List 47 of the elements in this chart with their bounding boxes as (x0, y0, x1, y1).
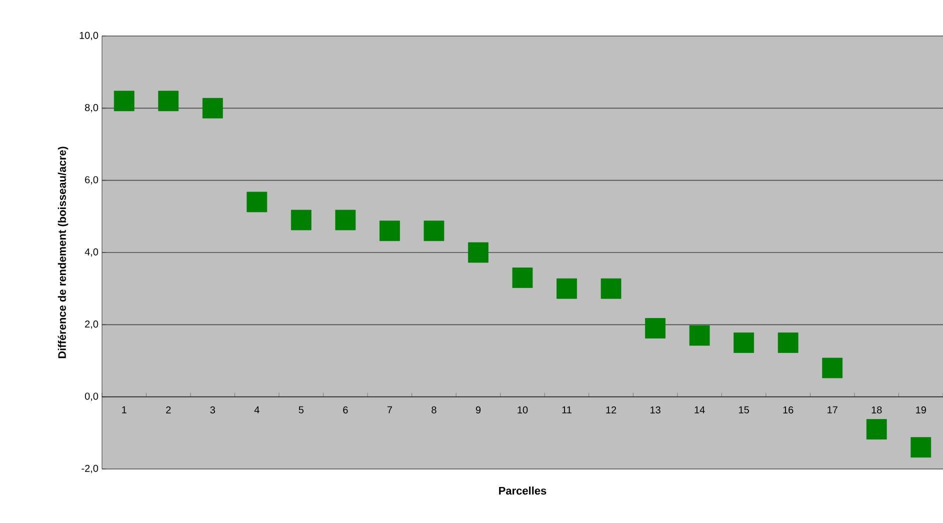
point (380, 220, 400, 242)
x-tick-label: 2 (166, 406, 171, 414)
point (600, 278, 622, 299)
point (468, 242, 488, 263)
x-tick-label: 4 (254, 406, 260, 414)
x-tick-label: 14 (694, 406, 705, 414)
x-tick-label: 10 (518, 406, 528, 414)
y-tick-label: -2,0 (82, 464, 98, 474)
y-tick-label: 0,0 (84, 392, 98, 401)
point (202, 98, 223, 118)
point (158, 90, 179, 112)
x-tick-label: 12 (606, 406, 616, 414)
point (734, 332, 754, 353)
point (512, 268, 533, 288)
point (114, 90, 134, 112)
point (335, 210, 356, 230)
x-tick-label: 6 (343, 406, 348, 414)
point (424, 220, 444, 242)
x-tick-label: 13 (650, 406, 660, 414)
point (246, 192, 268, 212)
x-tick-label: 9 (476, 406, 481, 414)
x-tick-label: 19 (916, 406, 926, 414)
point (689, 325, 710, 346)
x-tick-label: 16 (783, 406, 794, 414)
x-tick-label: 5 (298, 406, 304, 414)
x-tick-label: 18 (872, 406, 882, 414)
x-tick-label: 15 (739, 406, 749, 414)
y-tick-label: 8,0 (85, 104, 98, 112)
x-tick-label: 7 (387, 406, 392, 414)
y-tick-label: 10,0 (80, 32, 98, 40)
point (778, 332, 798, 353)
x-axis-title: Parcelles (499, 486, 546, 495)
x-tick-label: 8 (432, 406, 436, 414)
point (556, 278, 577, 299)
point (290, 210, 312, 230)
y-tick-label: 2,0 (85, 320, 98, 329)
x-tick-label: 17 (828, 406, 838, 414)
y-tick-label: 6,0 (85, 176, 98, 184)
x-tick-label: 11 (562, 406, 572, 414)
y-tick-label: 4,0 (84, 248, 98, 257)
point (910, 437, 932, 458)
y-axis-title: Différence de rendement (boisseau/acre) (58, 146, 68, 358)
point (645, 318, 666, 338)
point (822, 358, 843, 378)
x-tick-label: 3 (210, 406, 216, 414)
point (866, 419, 887, 440)
x-tick-label: 1 (122, 406, 126, 414)
